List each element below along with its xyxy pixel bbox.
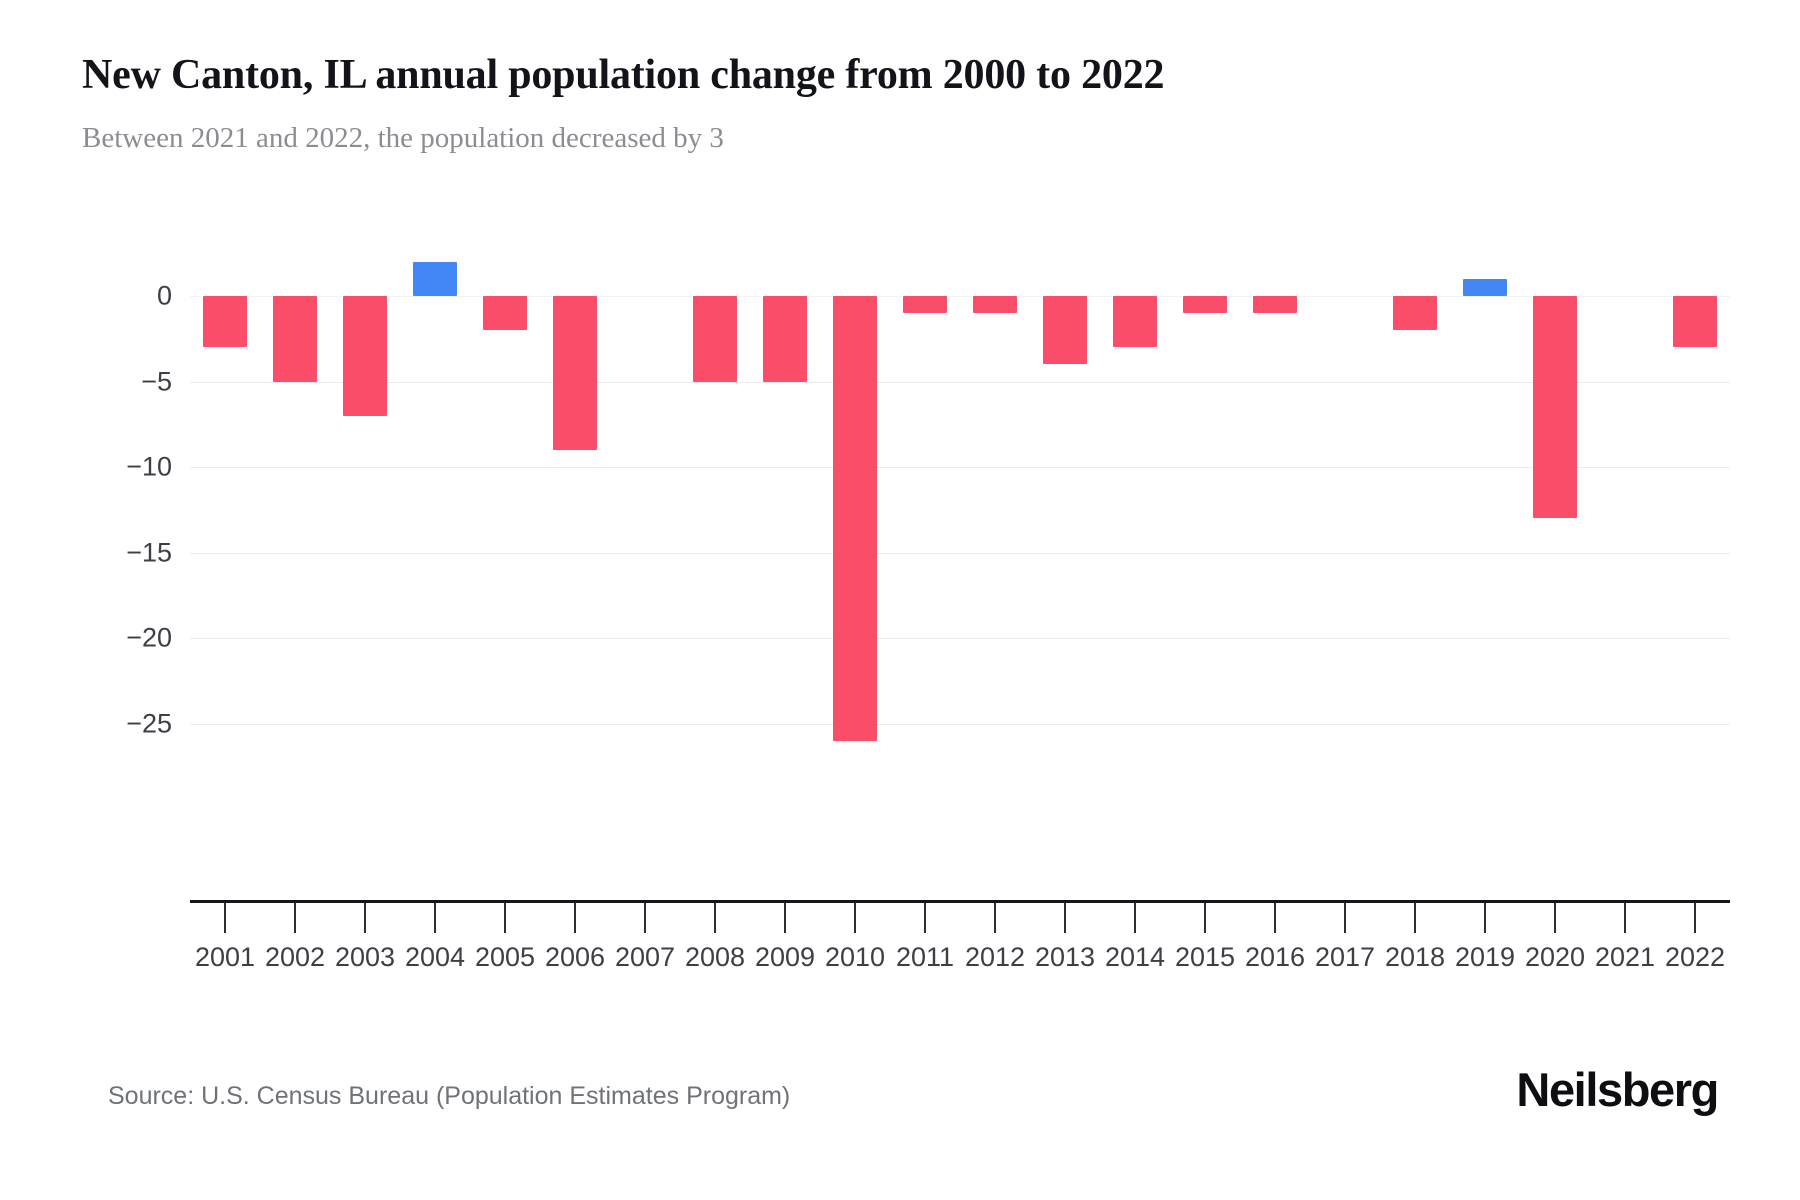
x-axis-tick xyxy=(1274,903,1276,933)
x-axis-tick xyxy=(1414,903,1416,933)
x-axis-tick xyxy=(1134,903,1136,933)
x-axis-tick xyxy=(504,903,506,933)
gridline xyxy=(190,638,1730,639)
x-axis-tick xyxy=(434,903,436,933)
bar-2005[interactable] xyxy=(483,296,527,331)
y-axis-tick-label: −25 xyxy=(126,708,172,738)
x-axis-tick xyxy=(574,903,576,933)
bar-2004[interactable] xyxy=(413,261,457,296)
x-axis-tick-label: 2016 xyxy=(1244,942,1306,972)
gridline xyxy=(190,552,1730,554)
x-axis-tick xyxy=(994,903,996,933)
x-axis-tick-label: 2006 xyxy=(544,942,606,972)
x-axis-tick-label: 2002 xyxy=(264,942,326,972)
x-axis-tick-label: 2012 xyxy=(964,942,1026,972)
gridline xyxy=(190,723,1730,725)
y-axis-tick-label: −10 xyxy=(126,451,172,482)
chart-subtitle: Between 2021 and 2022, the population de… xyxy=(82,122,724,155)
chart-header: New Canton, IL annual population change … xyxy=(82,52,1722,156)
y-axis-tick-label: −20 xyxy=(126,622,172,653)
bar-2009[interactable] xyxy=(763,296,807,382)
x-axis-tick-label: 2011 xyxy=(895,942,955,972)
x-axis-tick xyxy=(1064,903,1066,933)
x-axis-tick-label: 2001 xyxy=(194,942,256,972)
y-axis-tick-label: −5 xyxy=(141,366,172,396)
x-axis-tick-label: 2017 xyxy=(1314,942,1376,972)
bar-2018[interactable] xyxy=(1393,296,1437,331)
brand-logo: Neilsberg xyxy=(1516,1063,1719,1116)
bar-2011[interactable] xyxy=(903,296,947,314)
y-axis-tick-label: 0 xyxy=(156,280,172,311)
x-axis-tick-label: 2005 xyxy=(474,942,536,972)
plot-canvas: 0 −5 −10 −15 −20 −25 xyxy=(126,230,1730,900)
bar-2020[interactable] xyxy=(1533,296,1577,519)
x-axis-tick xyxy=(294,903,296,933)
bar-2001[interactable] xyxy=(203,296,247,348)
x-axis-tick xyxy=(364,903,366,933)
bar-2003[interactable] xyxy=(343,296,387,416)
x-axis-tick xyxy=(784,903,786,933)
bar-2012[interactable] xyxy=(973,296,1017,314)
y-axis-tick-label: −15 xyxy=(126,537,172,567)
bar-2010[interactable] xyxy=(833,296,877,741)
x-axis-tick xyxy=(854,903,856,933)
x-axis-tick xyxy=(644,903,646,933)
bar-2013[interactable] xyxy=(1043,296,1087,365)
x-axis-tick-label: 2007 xyxy=(614,942,676,972)
bar-2014[interactable] xyxy=(1113,296,1157,348)
x-axis-tick-label: 2015 xyxy=(1174,942,1236,972)
x-axis-tick xyxy=(1344,903,1346,933)
gridline xyxy=(190,467,1730,468)
bar-2019[interactable] xyxy=(1463,278,1507,296)
x-axis-tick xyxy=(1694,903,1696,933)
bar-2006[interactable] xyxy=(553,296,597,450)
bar-2015[interactable] xyxy=(1183,296,1227,314)
x-axis-tick-label: 2009 xyxy=(754,942,816,972)
x-axis-line xyxy=(190,900,1730,903)
x-axis-tick-label: 2003 xyxy=(334,942,396,972)
x-axis-tick-label: 2019 xyxy=(1454,942,1516,972)
x-axis-tick-label: 2010 xyxy=(824,942,886,972)
x-axis-tick-label: 2020 xyxy=(1524,942,1586,972)
x-axis-tick xyxy=(1554,903,1556,933)
x-axis-tick xyxy=(224,903,226,933)
x-axis-tick-label: 2021 xyxy=(1594,942,1656,972)
x-axis-tick-label: 2022 xyxy=(1664,942,1726,972)
x-axis-tick-label: 2008 xyxy=(684,942,746,972)
page-title: New Canton, IL annual population change … xyxy=(82,52,1165,98)
gridline xyxy=(190,381,1730,383)
x-axis-tick xyxy=(1484,903,1486,933)
bar-2022[interactable] xyxy=(1673,296,1717,348)
x-axis-tick-label: 2018 xyxy=(1384,942,1446,972)
zero-baseline xyxy=(190,296,1730,297)
x-axis-tick xyxy=(714,903,716,933)
x-axis-tick-label: 2004 xyxy=(404,942,466,972)
x-axis-tick-label: 2014 xyxy=(1104,942,1166,972)
x-axis-tick-label: 2013 xyxy=(1034,942,1096,972)
x-axis-tick xyxy=(1204,903,1206,933)
bar-2016[interactable] xyxy=(1253,296,1297,314)
bar-2008[interactable] xyxy=(693,296,737,382)
source-note: Source: U.S. Census Bureau (Population E… xyxy=(108,1082,791,1110)
bar-2002[interactable] xyxy=(273,296,317,382)
chart-plot-area: 0 −5 −10 −15 −20 −25 2001 2002 2003 2004 2005 2006… xyxy=(0,230,1800,972)
x-axis-tick xyxy=(1624,903,1626,933)
x-axis-tick xyxy=(924,903,926,933)
